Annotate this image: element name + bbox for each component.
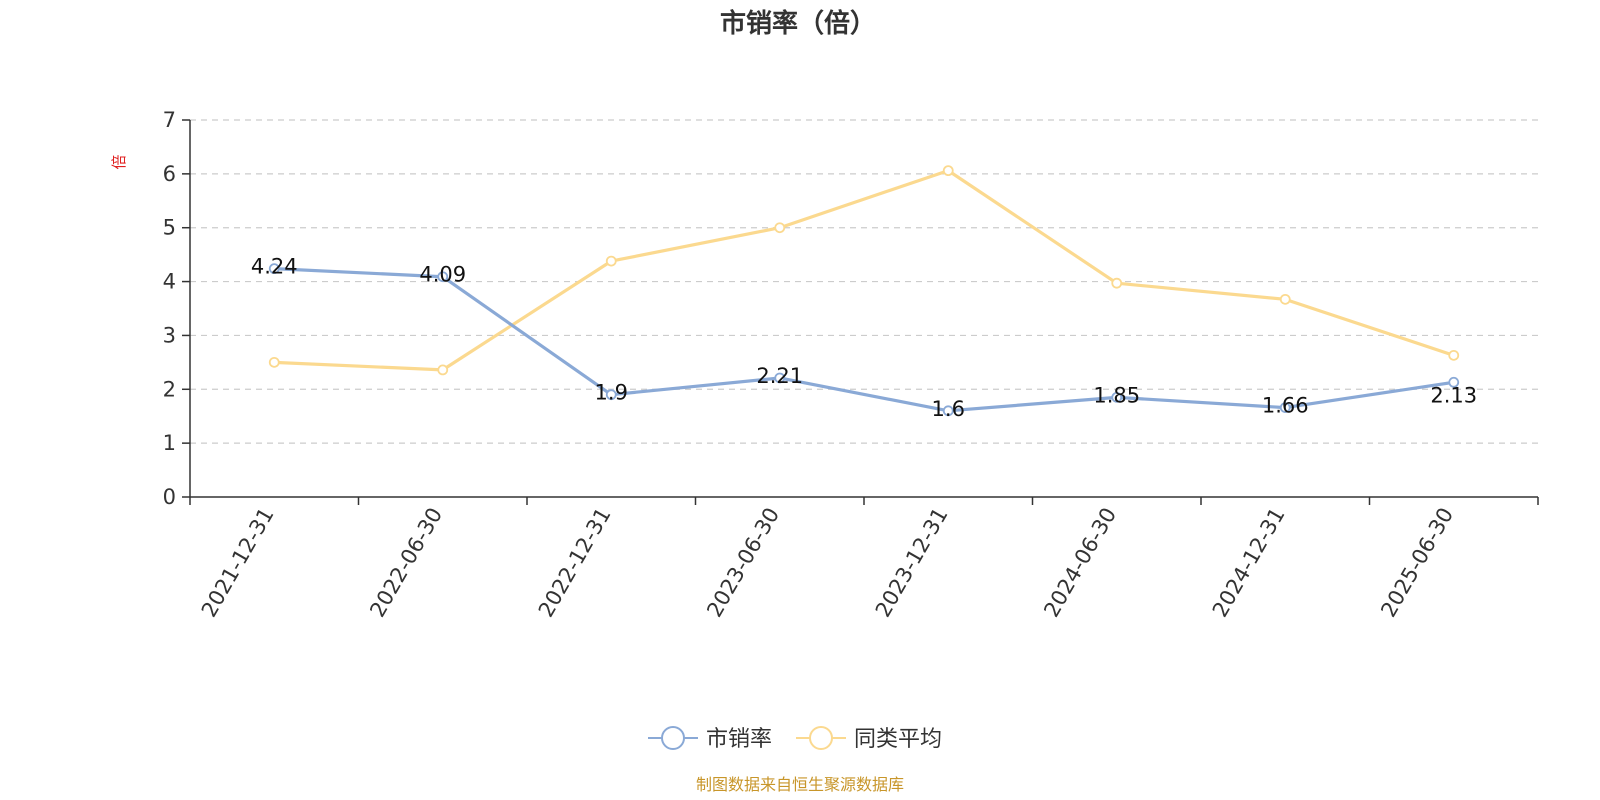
y-tick-label: 1 xyxy=(163,431,176,455)
data-point[interactable] xyxy=(1111,277,1123,289)
data-point[interactable] xyxy=(605,255,617,267)
x-tick-label: 2025-06-30 xyxy=(1376,504,1458,622)
data-label: 2.13 xyxy=(1430,383,1477,407)
series-line xyxy=(274,169,1455,372)
x-tick-label: 2021-12-31 xyxy=(197,504,279,622)
data-label: 1.9 xyxy=(595,381,628,405)
data-point[interactable] xyxy=(1279,402,1291,413)
legend-label: 市销率 xyxy=(706,727,772,752)
data-label: 1.6 xyxy=(932,397,965,421)
grid-lines xyxy=(190,119,1538,444)
x-tick-label: 2022-06-30 xyxy=(365,504,447,622)
series-0: 4.24 4.09 1.9 2.21 1.6 1.85 1.66 2.13 xyxy=(251,255,1477,421)
legend-label: 同类平均 xyxy=(854,727,942,752)
data-point[interactable] xyxy=(774,372,786,384)
data-label: 1.85 xyxy=(1093,383,1140,407)
legend-marker xyxy=(661,726,685,750)
data-point[interactable] xyxy=(1448,349,1460,361)
data-point[interactable] xyxy=(1279,293,1291,305)
data-point[interactable] xyxy=(942,405,954,417)
y-tick-label: 3 xyxy=(163,323,176,347)
data-label: 2.21 xyxy=(756,364,803,388)
data-label: 4.24 xyxy=(251,255,298,279)
x-tick-label: 2023-06-30 xyxy=(702,504,784,622)
series-line xyxy=(274,267,1454,413)
y-tick-label: 4 xyxy=(163,270,176,294)
y-tick-label: 6 xyxy=(163,162,176,186)
y-tick-label: 7 xyxy=(163,108,176,132)
series-layer: 4.24 4.09 1.9 2.21 1.6 1.85 1.66 2.13 xyxy=(251,165,1477,421)
data-point[interactable] xyxy=(774,222,786,234)
y-tick-label: 0 xyxy=(163,485,176,509)
chart-title: 市销率（倍） xyxy=(720,8,876,39)
x-tick-label: 2024-12-31 xyxy=(1208,504,1290,622)
legend-item-0[interactable]: 市销率 xyxy=(648,726,772,752)
x-axis: 2021-12-31 2022-06-30 2022-12-31 2023-06-30… xyxy=(189,496,1539,622)
legend-marker xyxy=(809,726,833,750)
x-tick-label: 2023-12-31 xyxy=(871,504,953,622)
x-tick-label: 2024-06-30 xyxy=(1039,504,1121,622)
series-1 xyxy=(268,165,1460,376)
source-note: 制图数据来自恒生聚源数据库 xyxy=(696,775,904,794)
data-label: 4.09 xyxy=(419,263,466,287)
data-point[interactable] xyxy=(605,389,617,401)
data-point[interactable] xyxy=(1111,391,1123,403)
data-point[interactable] xyxy=(942,165,954,177)
x-tick-label: 2022-12-31 xyxy=(534,504,616,622)
data-point[interactable] xyxy=(437,271,449,283)
y-tick-label: 2 xyxy=(163,377,176,401)
y-axis-unit-label: 倍 xyxy=(110,154,128,169)
legend: 市销率 同类平均 xyxy=(648,726,942,752)
legend-item-1[interactable]: 同类平均 xyxy=(796,726,942,752)
data-point[interactable] xyxy=(268,356,280,368)
data-point[interactable] xyxy=(1448,376,1460,388)
y-tick-label: 5 xyxy=(163,216,176,240)
data-point[interactable] xyxy=(268,263,280,275)
data-label: 1.66 xyxy=(1262,394,1309,418)
data-point[interactable] xyxy=(437,364,449,376)
y-axis: 0 1 2 3 4 5 6 7 xyxy=(163,108,191,509)
